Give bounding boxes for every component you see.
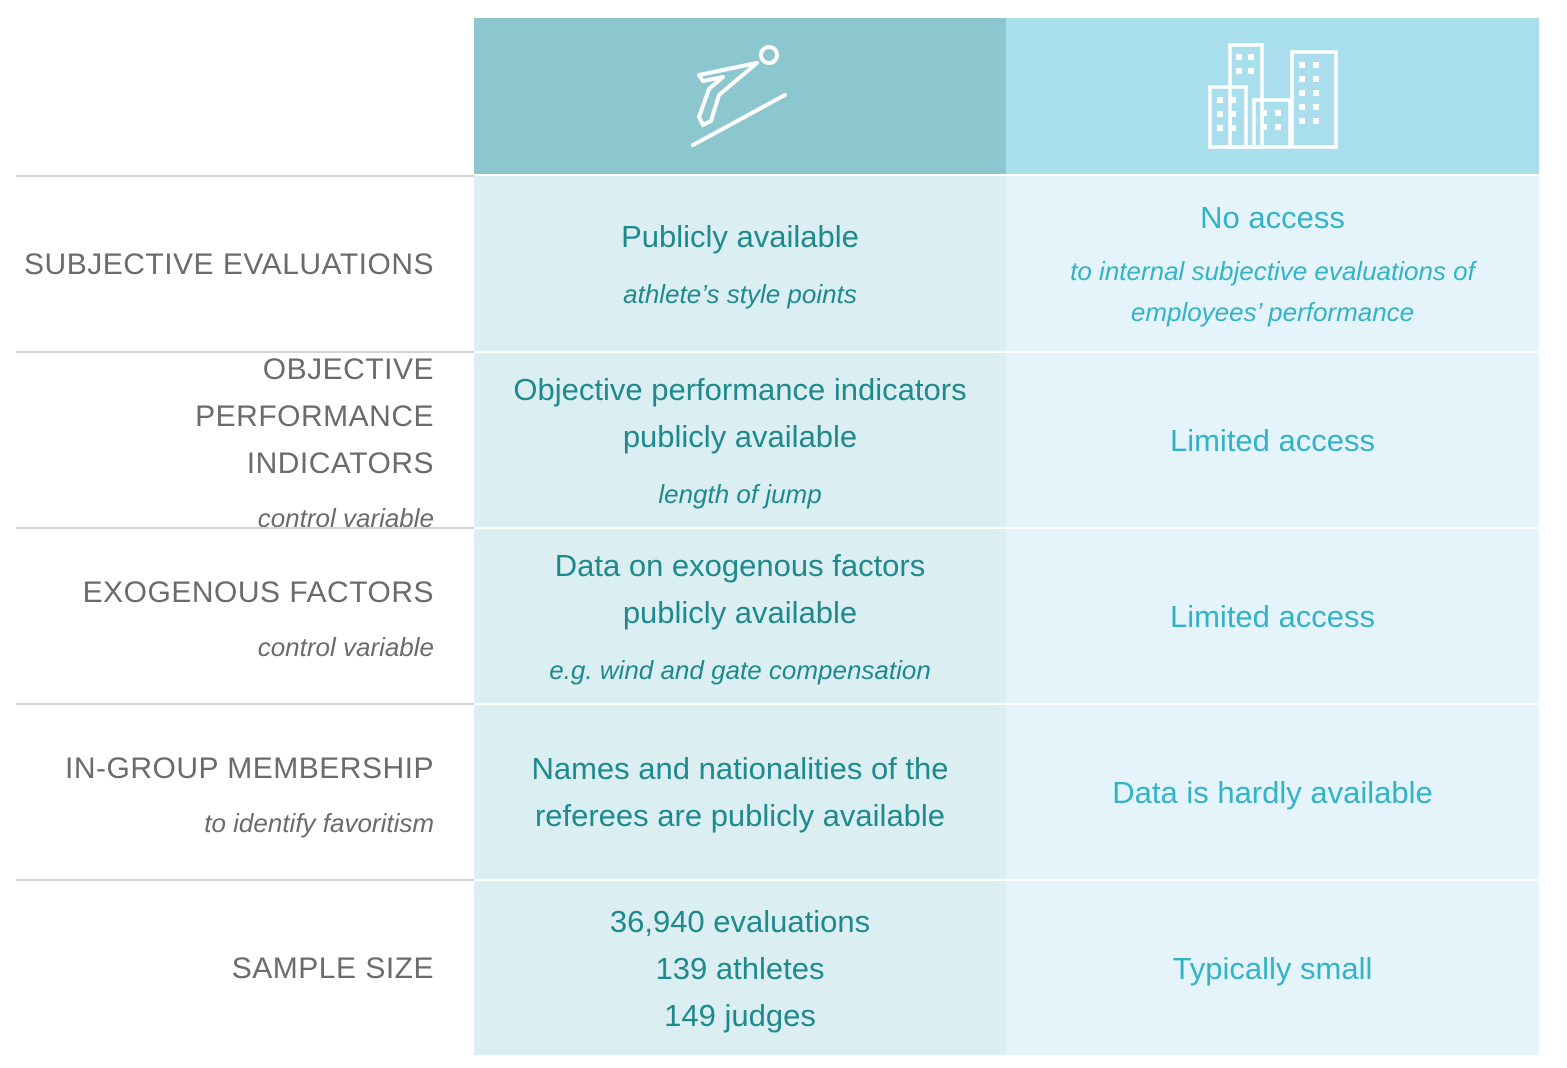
cell-separator <box>474 527 1006 529</box>
row-divider <box>16 527 474 529</box>
cell-main-text: Data is hardly available <box>1112 774 1433 810</box>
office-buildings-icon <box>1207 43 1338 149</box>
cell-sport-objective-performance: Objective performance indicators publicl… <box>474 353 1006 527</box>
sample-evaluations: 36,940 evaluations <box>609 903 871 939</box>
cell-main-text: Publicly available <box>621 218 859 254</box>
cell-main-text: Typically small <box>1172 950 1373 986</box>
row-label: OBJECTIVE PERFORMANCE INDICATORS <box>195 352 434 480</box>
cell-separator <box>1006 527 1539 529</box>
cell-main-text: Names and nationalities of the referees … <box>531 751 949 833</box>
cell-sport-exogenous-factors: Data on exogenous factors publicly avail… <box>474 529 1006 703</box>
cell-company-exogenous-factors: Limited access <box>1006 529 1539 703</box>
cell-company-sample-size: Typically small <box>1006 881 1539 1055</box>
row-label-objective-performance-indicators: OBJECTIVE PERFORMANCE INDICATORS control… <box>16 353 434 533</box>
cell-sub-text: e.g. wind and gate compensation <box>549 654 931 685</box>
cell-separator <box>1006 703 1539 705</box>
row-label: IN-GROUP MEMBERSHIP <box>65 751 434 785</box>
cell-separator <box>474 351 1006 353</box>
row-label-sub: to identify favoritism <box>204 807 434 838</box>
cell-sport-in-group-membership: Names and nationalities of the referees … <box>474 705 1006 879</box>
cell-main-text: Data on exogenous factors publicly avail… <box>554 547 926 630</box>
row-divider <box>16 879 474 881</box>
row-divider <box>16 175 474 177</box>
cell-sub-text: athlete’s style points <box>623 278 857 309</box>
row-divider <box>16 703 474 705</box>
row-label-sample-size: SAMPLE SIZE <box>16 881 434 1055</box>
cell-company-in-group-membership: Data is hardly available <box>1006 705 1539 879</box>
row-label: EXOGENOUS FACTORS <box>82 575 434 609</box>
row-label-sub: control variable <box>257 631 434 662</box>
cell-main-text: Limited access <box>1169 598 1376 634</box>
cell-company-subjective-evaluations: No access to internal subjective evaluat… <box>1006 176 1539 351</box>
cell-sub-text: to internal subjective evaluations of em… <box>1070 256 1475 327</box>
cell-separator <box>474 879 1006 881</box>
cell-company-objective-performance: Limited access <box>1006 353 1539 527</box>
row-label: SAMPLE SIZE <box>231 951 434 985</box>
cell-separator <box>1006 351 1539 353</box>
cell-sub-text: length of jump <box>658 478 822 509</box>
ski-jumper-icon <box>691 45 787 147</box>
cell-sport-subjective-evaluations: Publicly available athlete’s style point… <box>474 176 1006 351</box>
header-ski-jumping <box>474 18 1006 174</box>
row-divider <box>16 351 474 353</box>
header-company <box>1006 18 1539 174</box>
row-label-subjective-evaluations: SUBJECTIVE EVALUATIONS <box>16 177 434 351</box>
cell-sport-sample-size: 36,940 evaluations 139 athletes 149 judg… <box>474 881 1006 1055</box>
cell-main-text: No access <box>1200 200 1345 235</box>
row-label-exogenous-factors: EXOGENOUS FACTORS control variable <box>16 529 434 703</box>
sample-athletes: 139 athletes <box>655 950 825 986</box>
row-label-in-group-membership: IN-GROUP MEMBERSHIP to identify favoriti… <box>16 705 434 879</box>
cell-main-text: Objective performance indicators publicl… <box>513 371 967 454</box>
row-label: SUBJECTIVE EVALUATIONS <box>24 247 434 281</box>
cell-separator <box>1006 879 1539 881</box>
sample-judges: 149 judges <box>664 997 816 1033</box>
cell-separator <box>474 703 1006 705</box>
cell-main-text: Limited access <box>1169 422 1376 458</box>
